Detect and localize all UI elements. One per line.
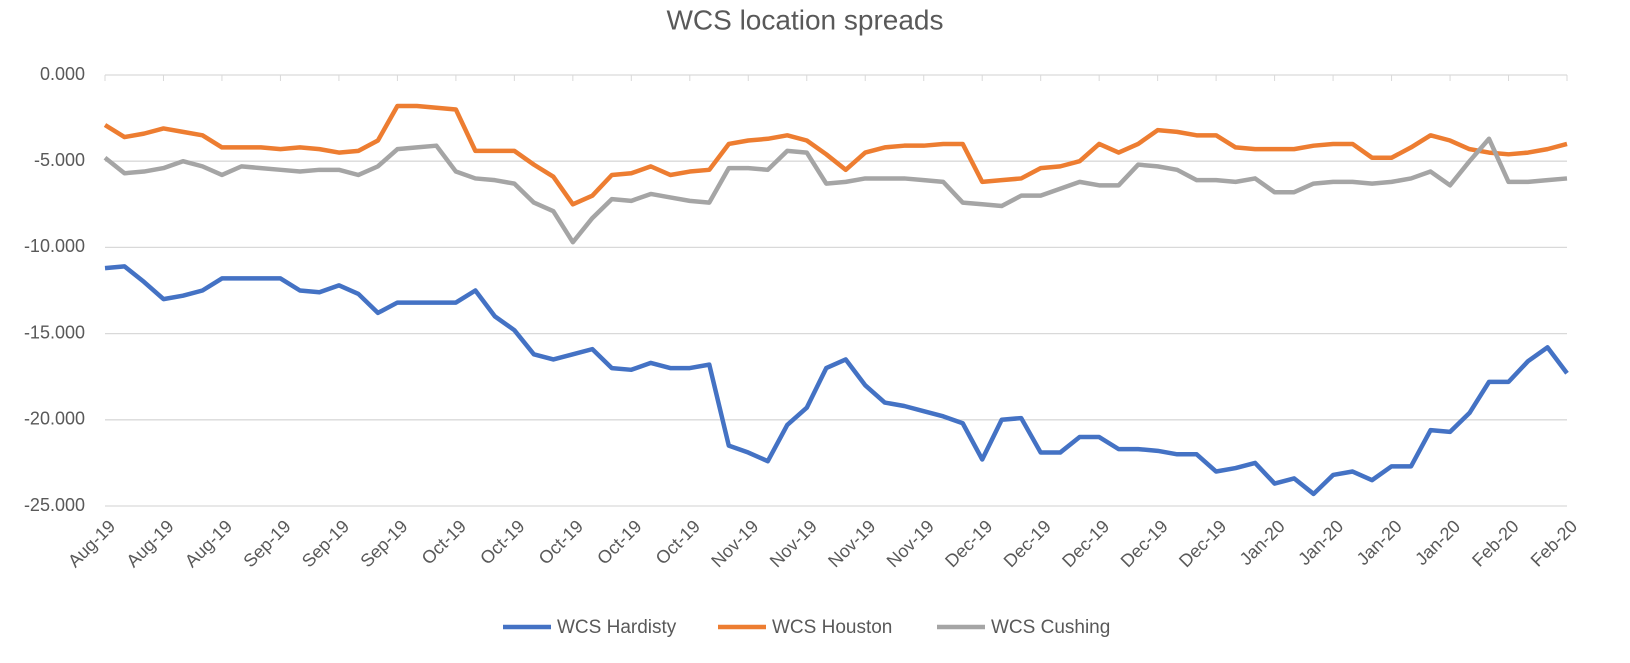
x-tick-label: Feb-20 <box>1527 516 1581 570</box>
x-tick-label: Dec-19 <box>1175 516 1230 571</box>
x-tick-label: Jan-20 <box>1411 516 1464 569</box>
legend-label: WCS Hardisty <box>557 617 677 638</box>
y-tick-label: -20.000 <box>24 409 85 429</box>
x-tick-label: Jan-20 <box>1294 516 1347 569</box>
x-tick-label: Dec-19 <box>941 516 996 571</box>
x-tick-label: Oct-19 <box>535 516 587 568</box>
x-tick-label: Jan-20 <box>1353 516 1406 569</box>
series-line <box>103 103 1568 207</box>
x-tick-label: Jan-20 <box>1236 516 1289 569</box>
series-line <box>104 264 1569 497</box>
x-tick-label: Oct-19 <box>593 516 645 568</box>
x-tick-label: Dec-19 <box>1117 516 1172 571</box>
x-tick-label: Sep-19 <box>298 516 353 571</box>
chart-title: WCS location spreads <box>666 4 943 35</box>
y-tick-label: -5.000 <box>34 150 85 170</box>
y-tick-label: -25.000 <box>24 495 85 515</box>
x-tick-label: Aug-19 <box>181 516 236 571</box>
x-tick-label: Oct-19 <box>652 516 704 568</box>
x-tick-label: Nov-19 <box>707 516 762 571</box>
x-tick-label: Nov-19 <box>824 516 879 571</box>
legend-label: WCS Houston <box>772 617 892 638</box>
series-line <box>103 136 1568 245</box>
x-tick-label: Oct-19 <box>476 516 528 568</box>
x-tick-label: Sep-19 <box>239 516 294 571</box>
x-tick-label: Oct-19 <box>418 516 470 568</box>
x-tick-label: Sep-19 <box>356 516 411 571</box>
x-tick-label: Aug-19 <box>122 516 177 571</box>
y-tick-label: 0.000 <box>40 64 85 84</box>
y-tick-label: -10.000 <box>24 236 85 256</box>
x-tick-label: Dec-19 <box>1058 516 1113 571</box>
x-tick-label: Aug-19 <box>64 516 119 571</box>
y-tick-label: -15.000 <box>24 322 85 342</box>
legend-label: WCS Cushing <box>991 617 1110 638</box>
x-tick-label: Nov-19 <box>883 516 938 571</box>
x-tick-label: Nov-19 <box>766 516 821 571</box>
x-tick-label: Feb-20 <box>1468 516 1522 570</box>
x-tick-label: Dec-19 <box>1000 516 1055 571</box>
